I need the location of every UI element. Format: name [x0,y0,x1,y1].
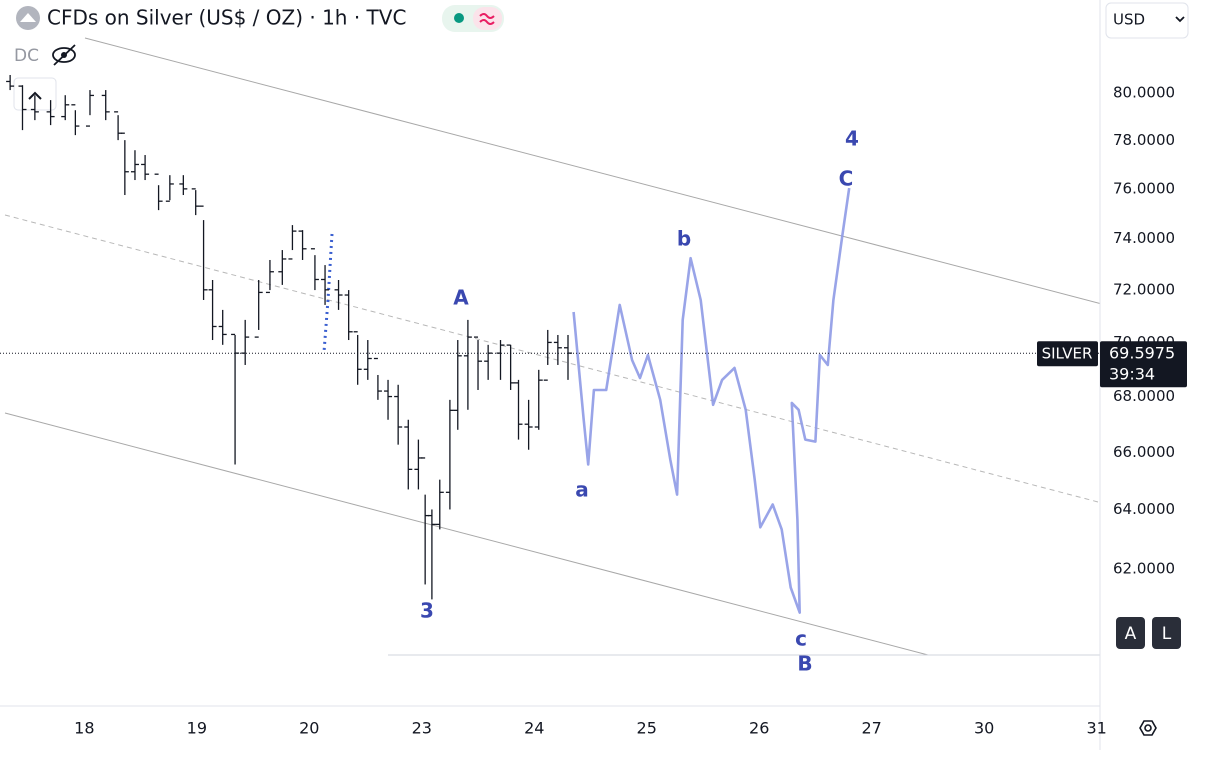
wave-label: C [839,167,854,191]
x-tick-label: 25 [637,719,657,738]
y-tick-label: 64.0000 [1113,500,1175,518]
y-tick-label: 74.0000 [1113,229,1175,247]
x-tick-label: 18 [74,719,94,738]
dropdown-arrow [1175,16,1185,23]
x-tick-label: 27 [861,719,881,738]
y-tick-label: 68.0000 [1113,387,1175,405]
symbol-label: SILVER [1042,345,1093,363]
wave-label: 4 [845,127,859,151]
x-tick-label: 24 [524,719,544,738]
wave-label: B [797,652,812,676]
scale-button-label: A [1125,624,1137,644]
projection-line [572,187,851,614]
scale-button[interactable] [1116,617,1145,649]
currency-label: USD [1113,11,1145,29]
y-tick-label: 80.0000 [1113,84,1175,102]
currency-dropdown[interactable] [1105,2,1189,39]
last-price-label: 69.5975 [1109,344,1175,363]
channel [4,37,1100,655]
symbol-icon-mark [20,13,36,22]
marker-dotted [322,299,330,353]
wave-label: a [575,478,589,502]
status-dot [454,13,464,23]
hide-icon[interactable] [52,44,76,66]
x-tick-label: 30 [974,719,994,738]
channel-upper [84,37,1100,304]
x-tick-label: 23 [412,719,432,738]
countdown-label: 39:34 [1109,365,1155,384]
y-tick-label: 78.0000 [1113,131,1175,149]
symbol-box [1037,341,1098,367]
y-tick-label: 62.0000 [1113,560,1175,578]
x-tick-label: 19 [187,719,207,738]
chart-title: CFDs on Silver (US$ / OZ) · 1h · TVC [47,6,406,30]
price-box [1100,341,1187,388]
scale-button-label: L [1162,624,1172,644]
x-tick-label: 26 [749,719,769,738]
wave-label: c [795,627,807,651]
status-icon [479,13,495,25]
wave-label: A [453,286,469,310]
wave-label: 3 [420,599,434,623]
y-tick-label: 66.0000 [1113,443,1175,461]
status-pill-pink [473,7,502,30]
marker-dotted [326,233,334,301]
x-tick-label: 20 [299,719,319,738]
collapse-icon [28,91,42,100]
x-tick-label: 31 [1086,719,1106,738]
wave-label: b [677,227,691,251]
indicator-label: DC [14,46,39,66]
y-tick-label: 76.0000 [1113,179,1175,197]
plot-area [6,74,851,614]
channel-lower [4,412,929,655]
channel-mid [4,214,1100,503]
y-tick-label: 72.0000 [1113,280,1175,298]
scale-button[interactable] [1152,617,1181,649]
settings-icon[interactable] [1139,719,1157,737]
